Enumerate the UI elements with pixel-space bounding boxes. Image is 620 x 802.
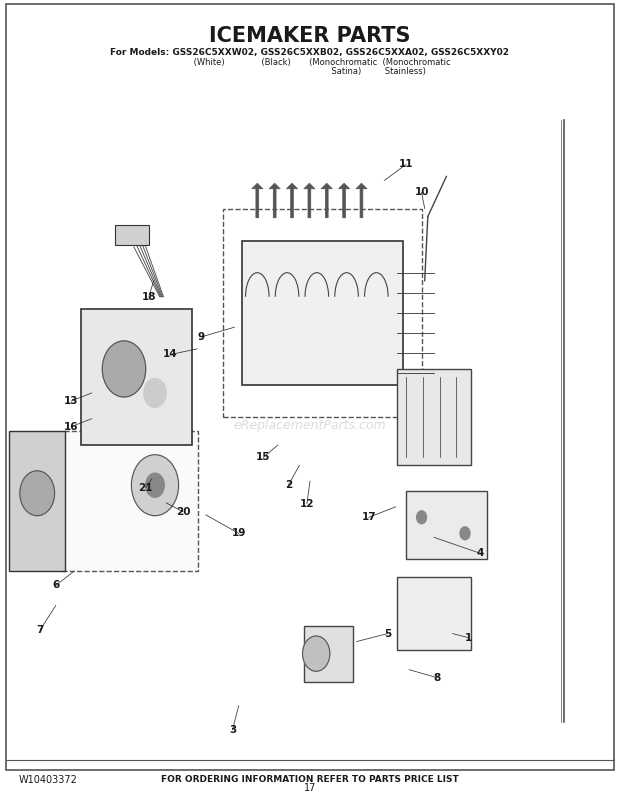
Circle shape (146, 473, 164, 497)
Text: 16: 16 (64, 422, 79, 431)
Text: For Models: GSS26C5XXW02, GSS26C5XXB02, GSS26C5XXA02, GSS26C5XXY02: For Models: GSS26C5XXW02, GSS26C5XXB02, … (110, 47, 510, 57)
Text: (White)              (Black)       (Monochromatic  (Monochromatic: (White) (Black) (Monochromatic (Monochro… (170, 58, 450, 67)
Circle shape (303, 636, 330, 671)
FancyBboxPatch shape (242, 241, 403, 385)
Circle shape (460, 527, 470, 540)
Bar (223, 209, 422, 417)
FancyArrowPatch shape (304, 183, 315, 218)
FancyBboxPatch shape (397, 369, 471, 465)
Text: Satina)         Stainless): Satina) Stainless) (195, 67, 425, 76)
Bar (406, 491, 487, 560)
FancyArrowPatch shape (321, 183, 332, 218)
FancyArrowPatch shape (252, 183, 263, 218)
Text: 20: 20 (175, 507, 190, 516)
Circle shape (417, 511, 427, 524)
Text: 12: 12 (299, 499, 314, 508)
Text: 9: 9 (198, 332, 205, 342)
FancyArrowPatch shape (269, 183, 280, 218)
Text: 15: 15 (256, 452, 271, 462)
Text: 10: 10 (414, 188, 429, 197)
Bar (9, 431, 65, 571)
FancyBboxPatch shape (81, 309, 192, 445)
Bar (397, 577, 471, 650)
Text: W10403372: W10403372 (19, 775, 78, 784)
Circle shape (102, 341, 146, 397)
FancyArrowPatch shape (286, 183, 298, 218)
Text: 1: 1 (464, 633, 472, 642)
Bar (62, 431, 198, 571)
Text: 4: 4 (477, 549, 484, 558)
Text: 21: 21 (138, 483, 153, 492)
Circle shape (131, 455, 179, 516)
Text: 5: 5 (384, 629, 391, 638)
Text: FOR ORDERING INFORMATION REFER TO PARTS PRICE LIST: FOR ORDERING INFORMATION REFER TO PARTS … (161, 775, 459, 784)
Text: 11: 11 (399, 160, 414, 169)
Text: 7: 7 (37, 625, 44, 634)
Text: 14: 14 (163, 350, 178, 359)
Bar (304, 626, 353, 682)
Text: 6: 6 (52, 581, 60, 590)
Text: 3: 3 (229, 725, 236, 735)
Text: eReplacementParts.com: eReplacementParts.com (234, 419, 386, 431)
Text: 13: 13 (64, 396, 79, 406)
Circle shape (144, 379, 166, 407)
Text: ICEMAKER PARTS: ICEMAKER PARTS (210, 26, 410, 46)
Circle shape (20, 471, 55, 516)
Text: 17: 17 (304, 783, 316, 792)
Text: 19: 19 (231, 529, 246, 538)
Text: 17: 17 (361, 512, 376, 522)
FancyArrowPatch shape (356, 183, 367, 218)
Text: 2: 2 (285, 480, 292, 490)
Bar (115, 225, 149, 245)
Text: 18: 18 (141, 292, 156, 302)
Text: 8: 8 (433, 673, 441, 683)
FancyArrowPatch shape (339, 183, 350, 218)
